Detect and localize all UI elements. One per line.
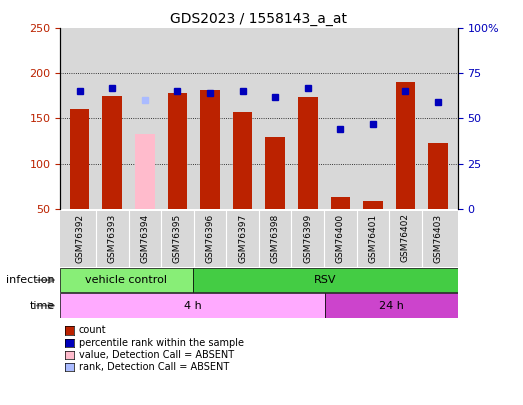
Bar — [60, 293, 325, 318]
Text: vehicle control: vehicle control — [85, 275, 167, 285]
Bar — [298, 97, 317, 209]
Text: GSM76395: GSM76395 — [173, 213, 182, 263]
Bar — [168, 93, 187, 209]
Bar — [192, 268, 458, 292]
Text: GSM76401: GSM76401 — [368, 213, 378, 262]
Text: value, Detection Call = ABSENT: value, Detection Call = ABSENT — [79, 350, 234, 360]
Title: GDS2023 / 1558143_a_at: GDS2023 / 1558143_a_at — [170, 12, 347, 26]
Text: GSM76400: GSM76400 — [336, 213, 345, 262]
Bar — [325, 293, 458, 318]
Text: GSM76403: GSM76403 — [434, 213, 442, 262]
Text: GSM76399: GSM76399 — [303, 213, 312, 263]
Text: GSM76398: GSM76398 — [271, 213, 280, 263]
Text: GSM76392: GSM76392 — [75, 213, 84, 262]
Text: GSM76402: GSM76402 — [401, 213, 410, 262]
Bar — [60, 268, 192, 292]
Bar — [265, 137, 285, 209]
Bar — [233, 112, 253, 209]
Bar — [135, 134, 155, 209]
Bar — [200, 90, 220, 209]
Text: 24 h: 24 h — [379, 301, 404, 311]
Text: percentile rank within the sample: percentile rank within the sample — [79, 338, 244, 347]
Bar — [331, 197, 350, 209]
Text: count: count — [79, 326, 107, 335]
Bar — [103, 96, 122, 209]
Bar — [428, 143, 448, 209]
Text: infection: infection — [6, 275, 55, 285]
Text: GSM76393: GSM76393 — [108, 213, 117, 263]
Text: GSM76394: GSM76394 — [140, 213, 150, 262]
Text: rank, Detection Call = ABSENT: rank, Detection Call = ABSENT — [79, 362, 229, 372]
Bar — [70, 109, 89, 209]
Text: GSM76397: GSM76397 — [238, 213, 247, 263]
Text: GSM76396: GSM76396 — [206, 213, 214, 263]
Bar — [363, 201, 383, 209]
Bar — [396, 82, 415, 209]
Text: 4 h: 4 h — [184, 301, 201, 311]
Text: RSV: RSV — [314, 275, 336, 285]
Text: time: time — [30, 301, 55, 311]
